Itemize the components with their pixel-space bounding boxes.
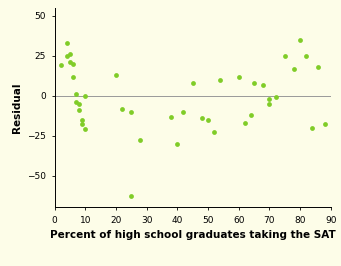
Point — [181, 110, 186, 114]
Point — [282, 54, 287, 58]
X-axis label: Percent of high school graduates taking the SAT: Percent of high school graduates taking … — [50, 230, 336, 240]
Point — [273, 95, 278, 99]
Point — [64, 41, 70, 45]
Point — [267, 97, 272, 101]
Point — [297, 38, 303, 42]
Point — [251, 81, 257, 85]
Point — [64, 54, 70, 58]
Point — [119, 106, 125, 111]
Point — [129, 194, 134, 198]
Point — [261, 82, 266, 87]
Point — [168, 114, 174, 119]
Point — [242, 121, 248, 125]
Point — [76, 108, 82, 112]
Point — [291, 66, 297, 71]
Point — [70, 62, 76, 66]
Point — [205, 118, 211, 122]
Point — [67, 60, 73, 64]
Point — [83, 127, 88, 131]
Point — [67, 52, 73, 56]
Y-axis label: Residual: Residual — [12, 82, 22, 133]
Point — [267, 102, 272, 106]
Point — [199, 116, 205, 120]
Point — [218, 78, 223, 82]
Point — [73, 100, 79, 104]
Point — [310, 126, 315, 130]
Point — [113, 73, 119, 77]
Point — [236, 74, 241, 79]
Point — [303, 54, 309, 58]
Point — [79, 118, 85, 122]
Point — [138, 138, 143, 143]
Point — [79, 122, 85, 127]
Point — [175, 142, 180, 146]
Point — [129, 110, 134, 114]
Point — [58, 63, 63, 68]
Point — [248, 113, 254, 117]
Point — [211, 130, 217, 135]
Point — [83, 94, 88, 98]
Point — [322, 122, 327, 127]
Point — [190, 81, 195, 85]
Point — [70, 74, 76, 79]
Point — [76, 102, 82, 106]
Point — [316, 65, 321, 69]
Point — [73, 92, 79, 96]
